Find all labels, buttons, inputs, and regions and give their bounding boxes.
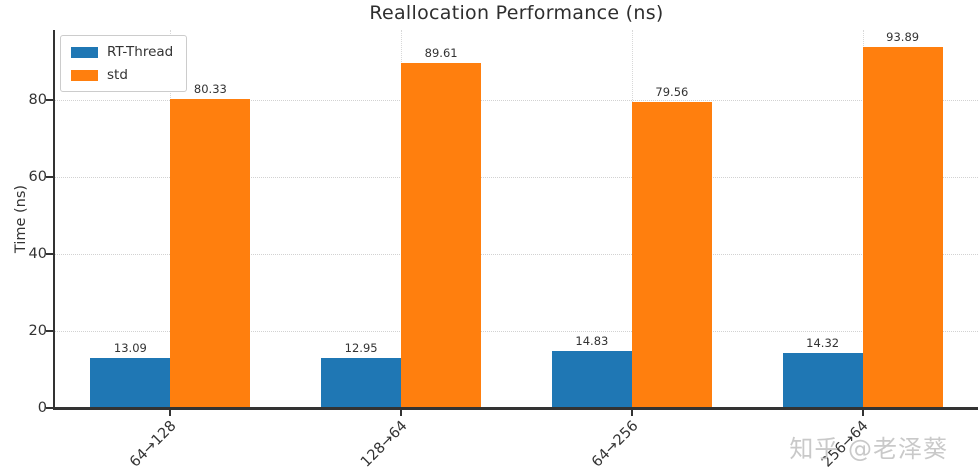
gridline-horizontal <box>55 177 978 179</box>
bar-value-label: 80.33 <box>193 81 227 96</box>
x-tick-label: 64→256 <box>588 418 642 471</box>
x-axis-spine <box>53 407 978 410</box>
y-tick-mark <box>46 330 53 332</box>
y-tick-mark <box>46 407 53 409</box>
bar-value-label: 93.89 <box>886 29 920 44</box>
y-tick-label: 40 <box>28 246 47 263</box>
x-tick-label: 128→64 <box>357 418 411 471</box>
plot-area: 13.09 80.33 12.95 89.61 14.83 79.56 14.32 93.89 <box>55 30 978 408</box>
x-tick-label: 64→128 <box>127 418 180 471</box>
legend-swatch-std <box>71 69 98 81</box>
legend-label-std: std <box>107 67 128 83</box>
bar-value-label: 14.32 <box>806 335 840 350</box>
y-axis-spine <box>53 30 55 410</box>
x-tick-mark <box>630 410 633 416</box>
bar-value-label: 13.09 <box>113 340 147 355</box>
y-tick-mark <box>46 99 53 102</box>
y-tick-mark <box>46 253 53 256</box>
bar-rt-thread-64-128 <box>90 357 171 408</box>
y-tick-label: 0 <box>37 400 47 416</box>
legend: RT-Thread std <box>60 35 188 92</box>
gridline-horizontal <box>55 100 978 102</box>
gridline-horizontal <box>55 254 978 256</box>
gridline-horizontal <box>55 331 978 332</box>
x-tick-mark <box>400 410 403 416</box>
x-tick-mark <box>861 410 864 416</box>
legend-item-rt-thread: RT-Thread <box>71 44 173 60</box>
watermark: 知乎 @老泽葵 <box>789 435 948 463</box>
chart-title: Reallocation Performance (ns) <box>369 2 664 24</box>
y-tick-mark <box>46 176 53 179</box>
bar-value-label: 12.95 <box>344 341 378 356</box>
legend-swatch-rt-thread <box>71 46 98 58</box>
bar-rt-thread-64-256 <box>551 350 632 408</box>
legend-label-rt-thread: RT-Thread <box>107 44 174 60</box>
y-axis-label: Time (ns) <box>13 184 29 254</box>
bar-value-label: 79.56 <box>655 84 689 99</box>
bar-std-64-256 <box>631 101 712 408</box>
bar-value-label: 14.83 <box>575 333 609 348</box>
bar-rt-thread-128-64 <box>321 358 402 408</box>
legend-item-std: std <box>71 67 173 83</box>
bar-std-64-128 <box>170 98 251 408</box>
bar-std-128-64 <box>401 63 482 408</box>
bar-value-label: 89.61 <box>424 46 458 61</box>
y-tick-label: 80 <box>28 92 47 109</box>
y-tick-label: 60 <box>28 169 47 186</box>
y-tick-label: 20 <box>28 323 47 339</box>
bar-rt-thread-256-64 <box>782 352 863 408</box>
x-tick-mark <box>169 410 172 416</box>
bar-std-256-64 <box>862 46 943 408</box>
